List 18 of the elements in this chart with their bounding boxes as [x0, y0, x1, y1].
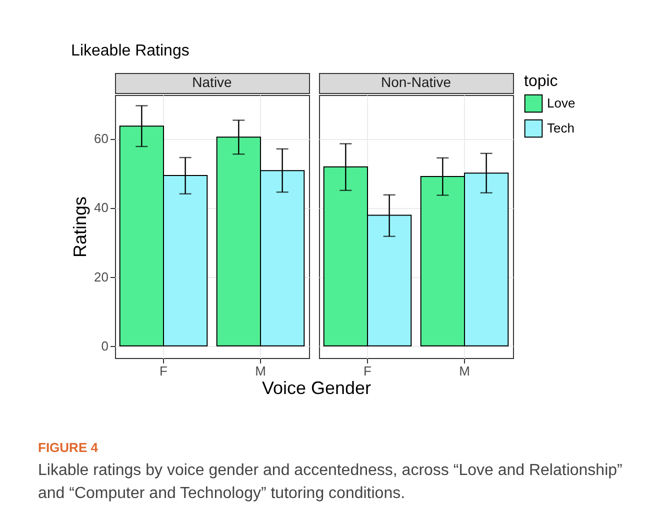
x-tick-label: M [255, 364, 266, 378]
chart-subtitle: Native [192, 74, 232, 90]
chart-title: Likeable Ratings [71, 42, 190, 60]
legend-label: Tech [547, 120, 574, 136]
chart-subtitle: Non-Native [380, 74, 452, 90]
x-tick-label: F [364, 364, 372, 378]
x-axis-title: Voice Gender [260, 378, 372, 399]
legend-label: Love [547, 96, 576, 110]
y-tick-label: 0 [101, 338, 108, 354]
y-tick-label: 40 [94, 200, 108, 216]
x-tick-label: F [160, 364, 168, 378]
legend-title: topic [524, 73, 558, 90]
y-tick-label: 20 [94, 269, 108, 284]
text: Likable ratings by voice gender and accentedness, across “Love and Relationship” and “Computer and Technology” tutoring conditions. [38, 461, 624, 504]
x-tick-label: M [459, 364, 470, 378]
caption: FIGURE 4 [38, 440, 99, 455]
y-axis-title: Ratings [70, 196, 90, 258]
y-tick-label: 60 [94, 131, 108, 146]
